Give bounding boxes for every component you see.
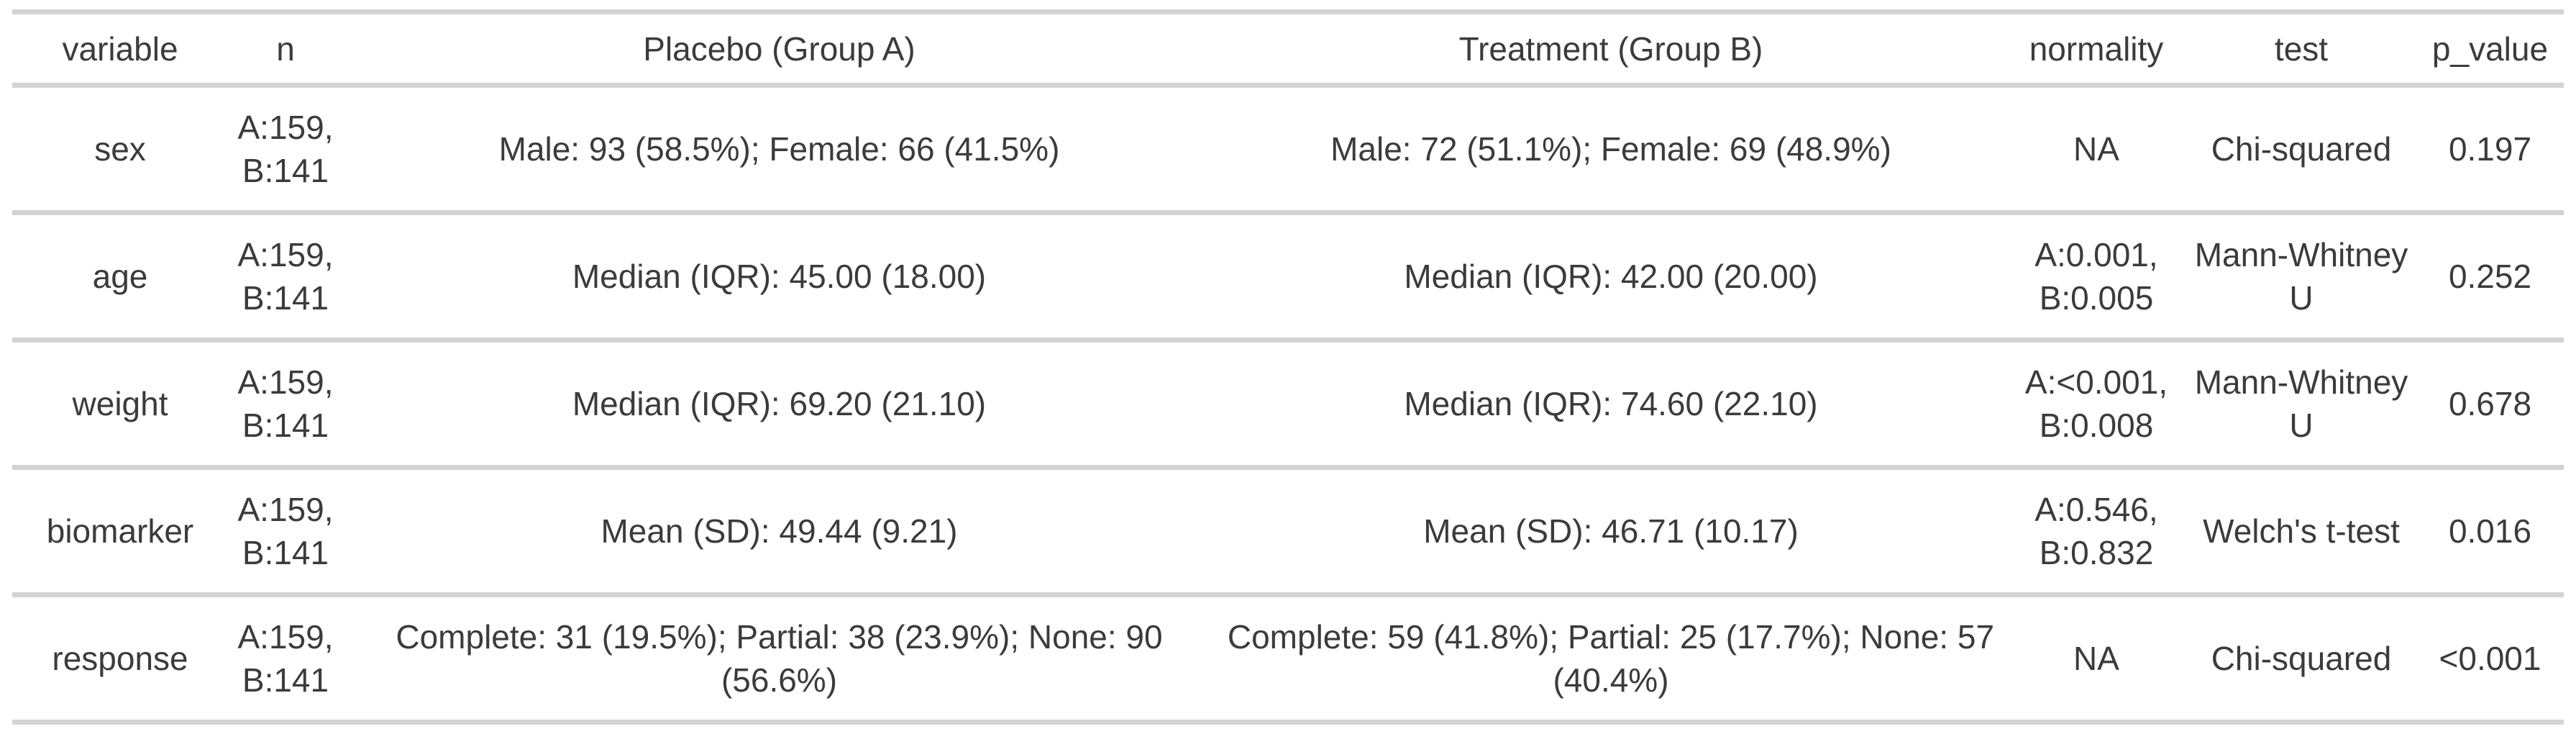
table-row-response: response A:159, B:141 Complete: 31 (19.5… (12, 594, 2564, 725)
column-header-n: n (228, 12, 343, 88)
cell-age-normality: A:0.001, B:0.005 (2006, 212, 2186, 343)
cell-sex-normality: NA (2006, 85, 2186, 215)
table-body: sex A:159, B:141 Male: 93 (58.5%); Femal… (12, 85, 2564, 725)
cell-sex-variable: sex (12, 85, 228, 215)
cell-sex-n: A:159, B:141 (228, 85, 343, 215)
column-header-test: test (2186, 12, 2416, 88)
cell-weight-test: Mann-Whitney U (2186, 340, 2416, 470)
cell-response-p-value: <0.001 (2416, 594, 2564, 725)
column-header-normality: normality (2006, 12, 2186, 88)
cell-biomarker-n: A:159, B:141 (228, 467, 343, 597)
cell-weight-p-value: 0.678 (2416, 340, 2564, 470)
cell-biomarker-placebo: Mean (SD): 49.44 (9.21) (343, 467, 1215, 597)
cell-age-placebo: Median (IQR): 45.00 (18.00) (343, 212, 1215, 343)
cell-age-variable: age (12, 212, 228, 343)
cell-age-treatment: Median (IQR): 42.00 (20.00) (1215, 212, 2006, 343)
cell-biomarker-p-value: 0.016 (2416, 467, 2564, 597)
cell-response-test: Chi-squared (2186, 594, 2416, 725)
table-row-weight: weight A:159, B:141 Median (IQR): 69.20 … (12, 340, 2564, 470)
column-header-treatment: Treatment (Group B) (1215, 12, 2006, 88)
column-header-placebo: Placebo (Group A) (343, 12, 1215, 88)
cell-weight-variable: weight (12, 340, 228, 470)
table-header: variable n Placebo (Group A) Treatment (… (12, 12, 2564, 88)
cell-biomarker-treatment: Mean (SD): 46.71 (10.17) (1215, 467, 2006, 597)
column-header-variable: variable (12, 12, 228, 88)
table-row-age: age A:159, B:141 Median (IQR): 45.00 (18… (12, 212, 2564, 343)
cell-sex-test: Chi-squared (2186, 85, 2416, 215)
cell-sex-p-value: 0.197 (2416, 85, 2564, 215)
cell-biomarker-test: Welch's t-test (2186, 467, 2416, 597)
cell-weight-normality: A:<0.001, B:0.008 (2006, 340, 2186, 470)
header-row: variable n Placebo (Group A) Treatment (… (12, 12, 2564, 88)
cell-age-n: A:159, B:141 (228, 212, 343, 343)
table-row-sex: sex A:159, B:141 Male: 93 (58.5%); Femal… (12, 85, 2564, 215)
cell-response-treatment: Complete: 59 (41.8%); Partial: 25 (17.7%… (1215, 594, 2006, 725)
cell-response-normality: NA (2006, 594, 2186, 725)
table-row-biomarker: biomarker A:159, B:141 Mean (SD): 49.44 … (12, 467, 2564, 597)
cell-biomarker-variable: biomarker (12, 467, 228, 597)
cell-response-n: A:159, B:141 (228, 594, 343, 725)
column-header-p-value: p_value (2416, 12, 2564, 88)
cell-age-test: Mann-Whitney U (2186, 212, 2416, 343)
cell-response-placebo: Complete: 31 (19.5%); Partial: 38 (23.9%… (343, 594, 1215, 725)
cell-weight-treatment: Median (IQR): 74.60 (22.10) (1215, 340, 2006, 470)
cell-weight-n: A:159, B:141 (228, 340, 343, 470)
statistical-summary-table: variable n Placebo (Group A) Treatment (… (12, 9, 2564, 725)
cell-biomarker-normality: A:0.546, B:0.832 (2006, 467, 2186, 597)
cell-sex-treatment: Male: 72 (51.1%); Female: 69 (48.9%) (1215, 85, 2006, 215)
cell-sex-placebo: Male: 93 (58.5%); Female: 66 (41.5%) (343, 85, 1215, 215)
cell-age-p-value: 0.252 (2416, 212, 2564, 343)
cell-weight-placebo: Median (IQR): 69.20 (21.10) (343, 340, 1215, 470)
cell-response-variable: response (12, 594, 228, 725)
